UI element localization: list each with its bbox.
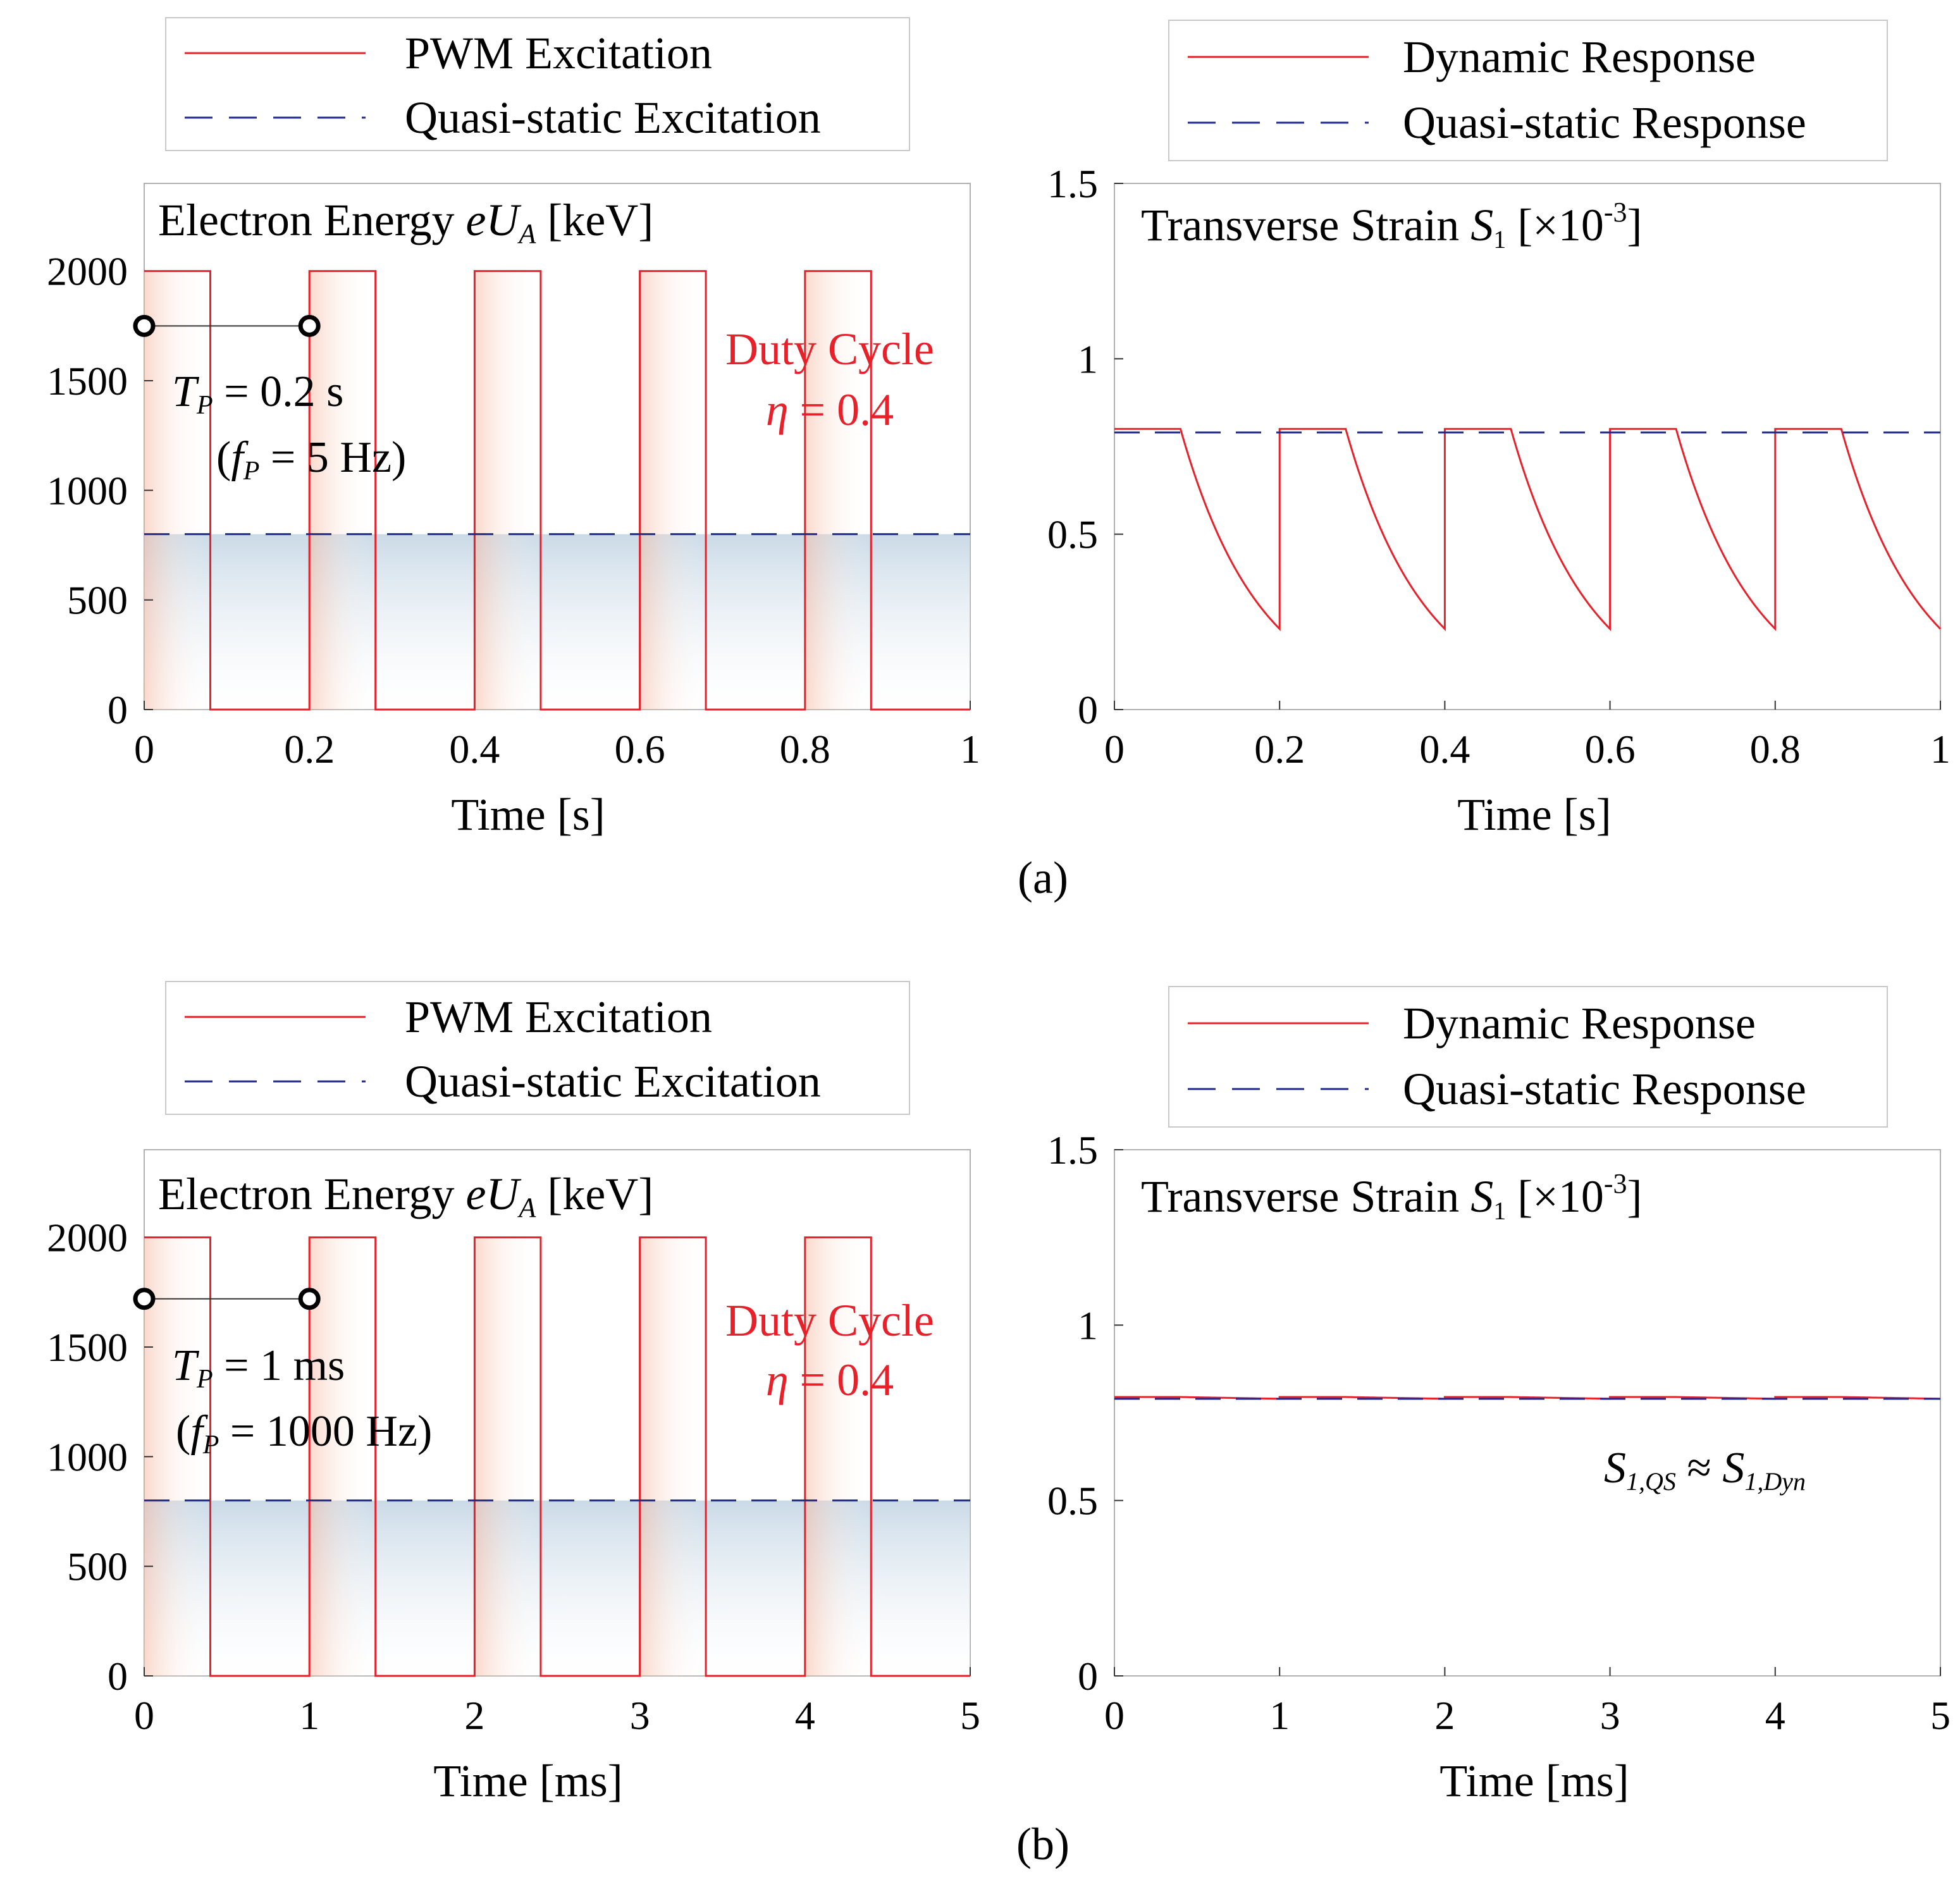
x-tick-label: 0.4 (1419, 727, 1470, 772)
pwm-excitation-line (144, 270, 970, 711)
caption-a: (a) (1018, 852, 1068, 903)
x-tick-label: 4 (795, 1693, 815, 1738)
period-marker-start (133, 1288, 156, 1310)
legend-label-quasi-static: Quasi-static Response (1403, 97, 1806, 148)
caption-b: (b) (1016, 1819, 1069, 1869)
x-axis-label: Time [s] (1457, 789, 1611, 840)
y-tick-label: 1500 (47, 359, 128, 403)
y-tick-label: 1.5 (1047, 1128, 1098, 1172)
x-tick-label: 0.2 (1254, 727, 1305, 772)
period-marker-end (298, 314, 321, 337)
y-tick-label: 0 (108, 687, 128, 732)
plot-title: Transverse Strain S1 [×10-3] (1141, 1168, 1643, 1225)
y-tick-label: 0 (1078, 687, 1098, 732)
chart-response-a: Dynamic Response Quasi-static Response 0… (1047, 20, 1951, 840)
x-axis-label: Time [s] (451, 789, 605, 840)
chart-excitation-a: PWM Excitation Quasi-static Excitation 0… (47, 17, 980, 840)
pulse-shade (804, 1237, 872, 1676)
x-tick-label: 0.8 (780, 727, 830, 772)
duty-cycle-label: Duty Cycle (725, 1295, 934, 1346)
x-tick-label: 0 (134, 1693, 154, 1738)
plot-frame (1114, 183, 1941, 710)
x-tick-label: 0.2 (284, 727, 335, 772)
x-tick-label: 0.4 (449, 727, 500, 772)
chart-excitation-b: PWM Excitation Quasi-static Excitation 0… (47, 981, 980, 1806)
legend-label-dynamic: Dynamic Response (1403, 32, 1756, 82)
x-tick-label: 0 (1104, 1693, 1125, 1738)
x-tick-label: 1 (960, 727, 980, 772)
pulse-shade (804, 271, 872, 710)
y-tick-label: 2000 (47, 1215, 128, 1260)
pwm-excitation-line (144, 1236, 970, 1677)
period-marker-start (133, 314, 156, 337)
frequency-annotation: (fP = 1000 Hz) (176, 1407, 432, 1460)
legend-box (1168, 986, 1888, 1128)
period-marker-end (298, 1288, 321, 1310)
chart-response-b: Dynamic Response Quasi-static Response 0… (1047, 986, 1951, 1806)
y-tick-label: 1.5 (1047, 161, 1098, 206)
y-tick-label: 1000 (47, 1434, 128, 1479)
pulse-shade (309, 271, 376, 710)
frequency-annotation: (fP = 5 Hz) (216, 433, 406, 486)
legend-label-quasi-static: Quasi-static Response (1403, 1064, 1806, 1114)
duty-cycle-value: η = 0.4 (766, 385, 894, 435)
x-tick-label: 1 (299, 1693, 319, 1738)
x-tick-label: 0.6 (1585, 727, 1636, 772)
pulse-shade (639, 1237, 706, 1676)
period-annotation: TP = 0.2 s (172, 367, 343, 420)
x-tick-label: 4 (1765, 1693, 1785, 1738)
legend-box (1168, 20, 1888, 161)
pulse-shade (474, 271, 541, 710)
pulse-shade (474, 1237, 541, 1676)
x-tick-label: 3 (630, 1693, 650, 1738)
duty-cycle-label: Duty Cycle (725, 324, 934, 374)
y-tick-label: 0 (1078, 1654, 1098, 1699)
x-tick-label: 0.8 (1750, 727, 1801, 772)
y-tick-label: 0.5 (1047, 512, 1098, 557)
legend-label-dynamic: Dynamic Response (1403, 998, 1756, 1049)
dynamic-response-line (1114, 428, 1942, 632)
y-tick-label: 1 (1078, 1303, 1098, 1348)
x-tick-label: 5 (960, 1693, 980, 1738)
x-tick-label: 0 (134, 727, 154, 772)
legend-box (165, 17, 910, 151)
x-axis-label: Time [ms] (433, 1756, 622, 1806)
y-tick-label: 0 (108, 1654, 128, 1699)
y-tick-label: 1000 (47, 468, 128, 513)
legend-label-pwm: PWM Excitation (405, 28, 712, 78)
y-tick-label: 1500 (47, 1325, 128, 1370)
duty-cycle-value: η = 0.4 (766, 1355, 894, 1405)
pulse-shade (144, 1237, 211, 1676)
pulse-shade (309, 1237, 376, 1676)
y-tick-label: 500 (67, 1544, 128, 1589)
pulse-shade (144, 271, 211, 710)
legend-label-quasi-static: Quasi-static Excitation (405, 92, 821, 143)
x-tick-label: 1 (1930, 727, 1951, 772)
y-tick-label: 0.5 (1047, 1479, 1098, 1523)
x-tick-label: 3 (1600, 1693, 1620, 1738)
legend-label-pwm: PWM Excitation (405, 992, 712, 1042)
dynamic-response-line (1114, 1396, 1941, 1400)
period-annotation: TP = 1 ms (172, 1341, 345, 1394)
plot-title: Transverse Strain S1 [×10-3] (1141, 197, 1643, 254)
plot-title: Electron Energy eUA [keV] (158, 1169, 653, 1223)
x-axis-label: Time [ms] (1439, 1756, 1629, 1806)
plot-title: Electron Energy eUA [keV] (158, 195, 653, 249)
legend-label-quasi-static: Quasi-static Excitation (405, 1056, 821, 1107)
x-tick-label: 2 (1434, 1693, 1455, 1738)
y-tick-label: 2000 (47, 249, 128, 294)
plot-frame (1114, 1149, 1941, 1677)
relation-annotation: S1,QS ≈ S1,Dyn (1604, 1444, 1806, 1496)
legend-box (165, 981, 910, 1115)
x-tick-label: 0.6 (615, 727, 665, 772)
x-tick-label: 0 (1104, 727, 1125, 772)
y-tick-label: 1 (1078, 336, 1098, 381)
x-tick-label: 1 (1269, 1693, 1290, 1738)
y-tick-label: 500 (67, 578, 128, 623)
pulse-shade (639, 271, 706, 710)
x-tick-label: 5 (1930, 1693, 1951, 1738)
x-tick-label: 2 (464, 1693, 484, 1738)
